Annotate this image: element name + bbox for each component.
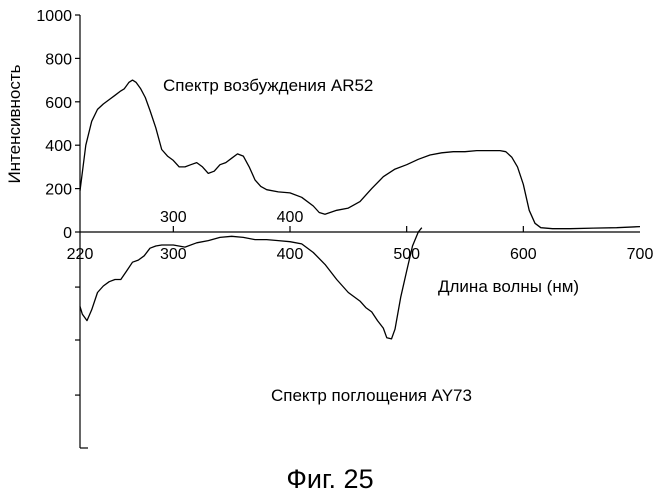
- absorption-plot: 220 300 400 500 600 700 Длина волны (нм) Спек…: [67, 228, 654, 448]
- x-axis-title: Длина волны (нм): [438, 277, 579, 296]
- x-tick-label: 500: [393, 246, 420, 263]
- y-tick-label: 0: [63, 225, 72, 242]
- excitation-label: Спектр возбуждения AR52: [163, 76, 373, 95]
- y-tick-label: 200: [45, 182, 72, 199]
- excitation-series-line: [80, 80, 640, 229]
- top-y-ticks: 0 200 400 600 800 1000: [36, 8, 80, 242]
- y-tick-label: 600: [45, 95, 72, 112]
- x-tick-label: 300: [160, 209, 187, 226]
- y-axis-title: Интенсивность: [5, 64, 24, 183]
- x-tick-label: 220: [67, 246, 94, 263]
- top-x-ticks: 300 400: [160, 209, 523, 232]
- x-tick-label: 400: [277, 209, 304, 226]
- x-tick-label: 700: [627, 246, 654, 263]
- y-tick-label: 1000: [36, 8, 72, 25]
- bottom-x-tick-labels: 220 300 400 500 600 700: [67, 246, 654, 263]
- figure-caption: Фиг. 25: [286, 464, 373, 494]
- absorption-label: Спектр поглощения AY73: [271, 386, 472, 405]
- y-tick-label: 800: [45, 51, 72, 68]
- y-tick-label: 400: [45, 138, 72, 155]
- x-tick-label: 300: [160, 246, 187, 263]
- x-tick-label: 400: [277, 246, 304, 263]
- excitation-plot: 0 200 400 600 800 1000 300 400 Интенсивность С…: [5, 8, 640, 242]
- x-tick-label: 600: [510, 246, 537, 263]
- absorption-series-line: [80, 228, 422, 339]
